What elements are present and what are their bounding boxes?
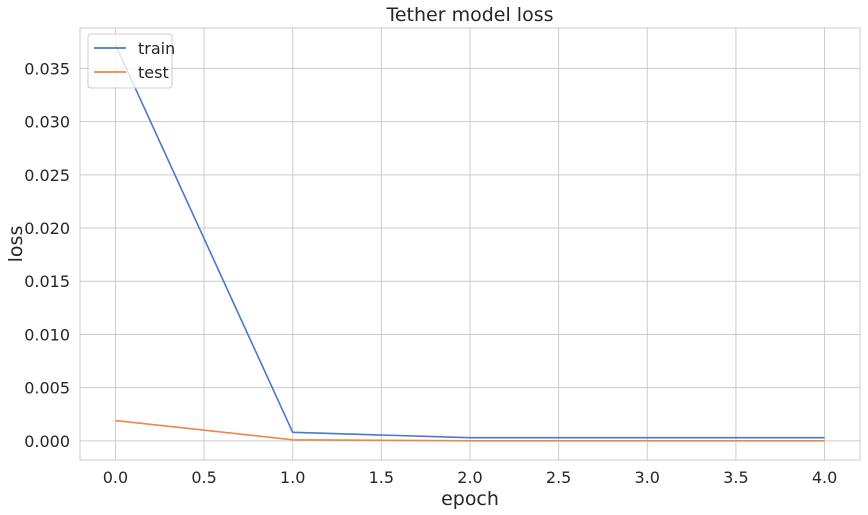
y-tick-label: 0.025 <box>24 166 70 185</box>
legend: train test <box>87 33 175 89</box>
x-tick-label: 0.0 <box>103 468 128 487</box>
legend-label-train: train <box>138 39 175 58</box>
series-line-test <box>115 419 825 442</box>
y-tick-label: 0.020 <box>24 219 70 238</box>
y-tick-label: 0.010 <box>24 325 70 344</box>
x-tick-label: 2.0 <box>457 468 482 487</box>
x-axis-label: epoch <box>441 488 499 510</box>
x-tick-label: 1.0 <box>280 468 305 487</box>
y-axis-label: loss <box>5 226 27 263</box>
series-lines <box>114 44 825 442</box>
series-line-train <box>114 44 825 439</box>
x-tick-label: 1.5 <box>369 468 394 487</box>
legend-label-test: test <box>138 63 169 82</box>
plot-frame <box>79 27 861 461</box>
grid <box>80 28 860 460</box>
chart-title: Tether model loss <box>385 4 553 26</box>
x-tick-label: 3.0 <box>635 468 660 487</box>
x-tick-label: 2.5 <box>546 468 571 487</box>
x-tick-label: 3.5 <box>723 468 748 487</box>
y-tick-label: 0.000 <box>24 432 70 451</box>
y-tick-label: 0.015 <box>24 272 70 291</box>
y-tick-label: 0.035 <box>24 59 70 78</box>
x-tick-label: 0.5 <box>191 468 216 487</box>
x-tick-labels: 0.0 0.5 1.0 1.5 2.0 2.5 3.0 3.5 4.0 <box>103 468 838 487</box>
x-tick-label: 4.0 <box>812 468 837 487</box>
y-tick-label: 0.005 <box>24 379 70 398</box>
y-tick-labels: 0.000 0.005 0.010 0.015 0.020 0.025 0.030 0.035 <box>24 59 70 450</box>
y-tick-label: 0.030 <box>24 113 70 132</box>
